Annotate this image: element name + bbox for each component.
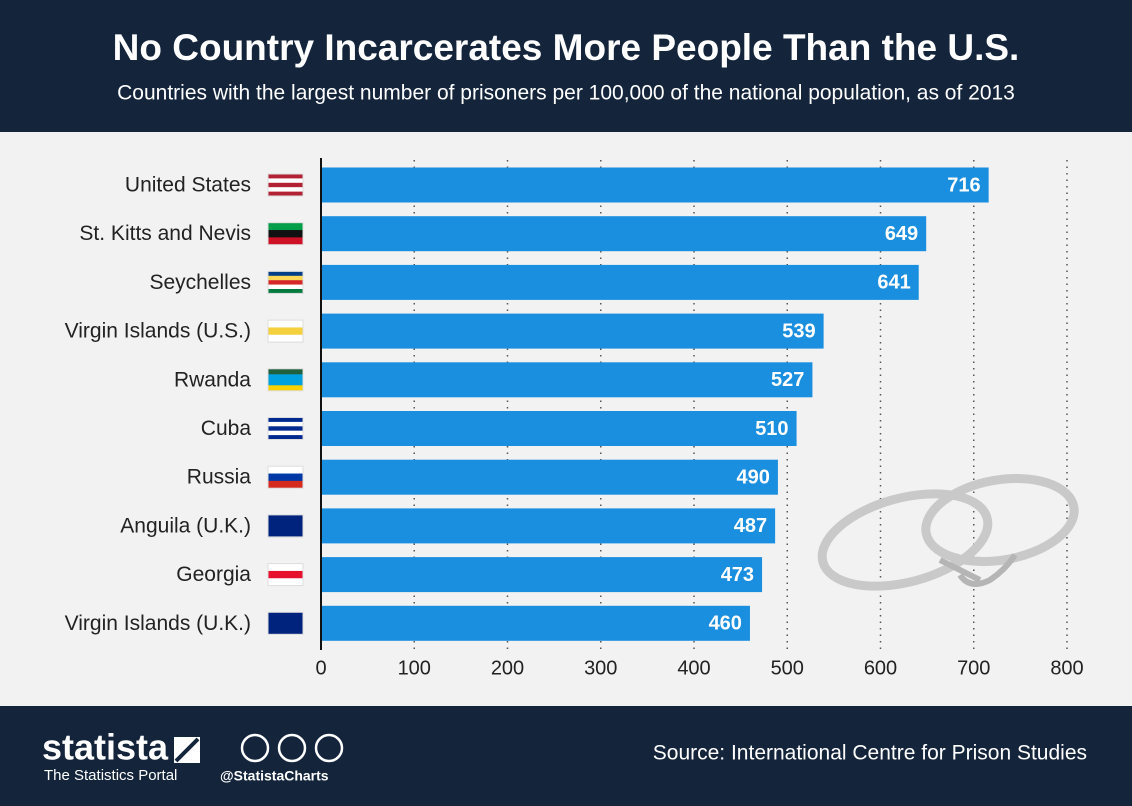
flag-stripe	[268, 612, 303, 624]
brand: statista	[42, 727, 169, 768]
flag-stripe	[268, 289, 303, 294]
bar	[321, 557, 763, 593]
value-label: 649	[885, 223, 918, 245]
value-label: 460	[709, 613, 742, 635]
flag-stripe	[268, 421, 303, 427]
y-tick-label: Anguila (U.K.)	[120, 514, 251, 537]
flag-stripe	[268, 327, 303, 335]
flag-stripe	[268, 426, 303, 431]
bar	[321, 264, 919, 300]
value-label: 490	[737, 466, 770, 488]
flag-stripe	[268, 271, 303, 276]
x-tick-label: 400	[677, 657, 710, 679]
flag-border	[267, 319, 304, 343]
flag-stripe	[268, 435, 303, 440]
flag-stripe	[268, 578, 303, 586]
flag-stripe	[268, 379, 303, 386]
bar	[321, 605, 750, 641]
bar	[321, 313, 824, 349]
flag-stripe	[268, 191, 303, 197]
y-tick-label: Seychelles	[149, 271, 251, 294]
value-label: 487	[734, 515, 767, 537]
flag-border	[267, 611, 304, 635]
bar	[321, 459, 778, 495]
flag-stripe	[268, 466, 303, 474]
flag-border	[267, 222, 304, 246]
flag-stripe	[268, 480, 303, 489]
x-tick-label: 200	[491, 657, 524, 679]
flag-stripe	[268, 417, 303, 423]
flag-stripe	[268, 514, 303, 527]
flag-stripe	[268, 187, 303, 192]
handle: @StatistaCharts	[220, 768, 329, 784]
value-label: 527	[771, 369, 804, 391]
bar	[321, 508, 776, 544]
bar	[321, 362, 813, 398]
header	[0, 0, 1132, 132]
y-tick-label: St. Kitts and Nevis	[79, 222, 251, 245]
flag-stripe	[268, 182, 303, 188]
flag-stripe	[268, 623, 303, 635]
flag-stripe	[268, 368, 303, 375]
flag-stripe	[268, 570, 303, 579]
y-tick-label: Russia	[187, 466, 252, 489]
flag-stripe	[268, 178, 303, 183]
handcuffs-illustration	[817, 474, 1079, 591]
chart-subtitle: Countries with the largest number of pri…	[117, 82, 1015, 105]
license-icons	[240, 733, 344, 763]
flag-stripe	[268, 334, 303, 343]
flag-border	[267, 465, 304, 489]
flag-stripe	[268, 320, 303, 328]
value-label: 641	[877, 272, 910, 294]
flag-stripe	[268, 222, 303, 231]
x-tick-label: 100	[398, 657, 431, 679]
value-label: 510	[755, 418, 788, 440]
flag-stripe	[268, 275, 303, 281]
x-tick-label: 800	[1050, 657, 1083, 679]
x-tick-label: 300	[584, 657, 617, 679]
flag-stripe	[268, 230, 303, 238]
value-label: 539	[782, 320, 815, 342]
y-tick-label: Rwanda	[174, 368, 251, 391]
brand-logo	[170, 733, 204, 767]
flag-stripe	[268, 385, 303, 391]
value-label: 716	[947, 174, 980, 196]
bar	[321, 167, 989, 203]
y-tick-label: Virgin Islands (U.K.)	[65, 612, 251, 635]
flag-stripe	[268, 237, 303, 245]
x-tick-label: 600	[864, 657, 897, 679]
y-tick-label: Virgin Islands (U.S.)	[65, 320, 251, 343]
flag-stripe	[268, 280, 303, 285]
flag-border	[267, 368, 304, 392]
flag-stripe	[268, 430, 303, 436]
flag-stripe	[268, 563, 303, 572]
flag-border	[267, 514, 304, 538]
flag-border	[267, 270, 304, 294]
flag-border	[267, 417, 304, 440]
flag-stripe	[268, 525, 303, 538]
y-tick-label: Cuba	[201, 417, 252, 440]
flag-stripe	[268, 174, 303, 179]
x-tick-label: 700	[957, 657, 990, 679]
bar	[321, 216, 927, 252]
tagline: The Statistics Portal	[44, 767, 177, 784]
source: Source: International Centre for Prison …	[653, 742, 1087, 765]
flag-stripe	[268, 284, 303, 290]
chart-title: No Country Incarcerates More People Than…	[113, 27, 1020, 68]
value-label: 473	[721, 564, 754, 586]
x-tick-label: 500	[771, 657, 804, 679]
flag-stripe	[268, 374, 303, 380]
flag-stripe	[268, 473, 303, 482]
bar	[321, 411, 797, 446]
y-tick-label: United States	[125, 174, 251, 197]
flag-border	[267, 563, 304, 587]
x-tick-label: 0	[315, 657, 326, 679]
y-tick-label: Georgia	[176, 563, 251, 586]
flag-border	[267, 173, 304, 197]
